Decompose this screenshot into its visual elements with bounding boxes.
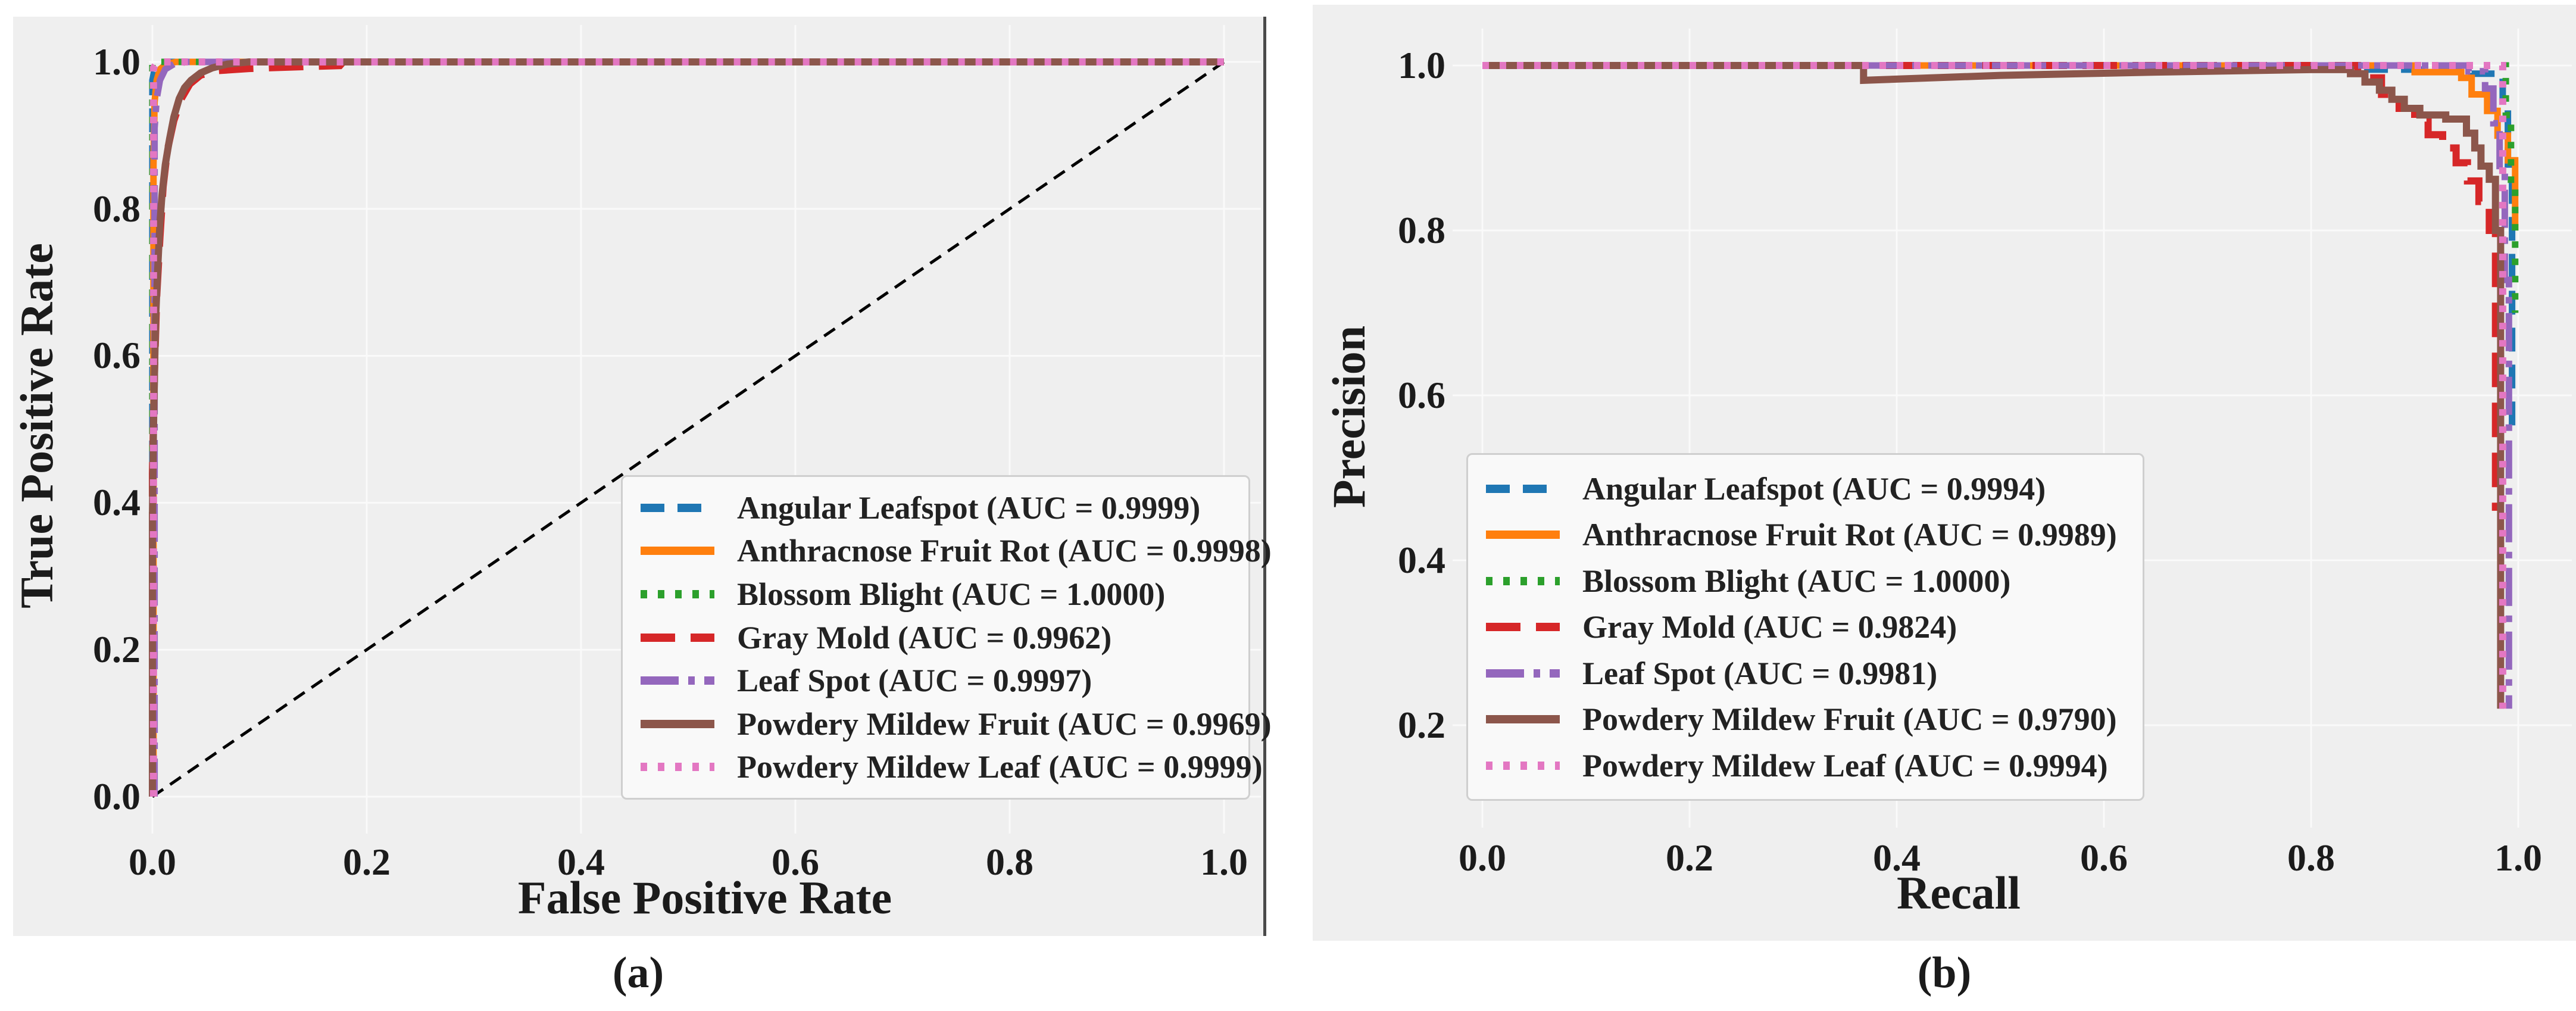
- legend-item: Powdery Mildew Leaf (AUC = 0.9994): [1484, 747, 2127, 784]
- roc-x-tick: 0.6: [772, 841, 819, 883]
- pr-y-axis-title: Precision: [1323, 325, 1375, 508]
- roc-x-tick: 0.2: [343, 841, 391, 883]
- legend-item: Anthracnose Fruit Rot (AUC = 0.9989): [1484, 516, 2127, 553]
- roc-y-tick: 0.4: [93, 481, 140, 523]
- pr-y-tick: 0.6: [1398, 374, 1445, 416]
- pr-x-tick: 0.8: [2287, 837, 2335, 879]
- caption-a: (a): [612, 948, 664, 997]
- legend-label: Angular Leafspot (AUC = 0.9994): [1582, 470, 2046, 507]
- roc-y-tick: 0.2: [93, 628, 140, 670]
- legend-line-sample: [641, 503, 714, 512]
- legend-label: Blossom Blight (AUC = 1.0000): [737, 576, 1166, 612]
- roc-y-tick: 1.0: [93, 40, 140, 83]
- pr-y-tick: 0.8: [1398, 209, 1445, 251]
- legend-item: Leaf Spot (AUC = 0.9981): [1484, 655, 2127, 692]
- legend-line-sample: [641, 676, 714, 685]
- legend-line-sample: [1486, 761, 1560, 770]
- roc-legend: Angular Leafspot (AUC = 0.9999) Anthracn…: [621, 475, 1272, 800]
- pr-y-tick: 0.2: [1398, 704, 1445, 746]
- roc-x-tick: 0.8: [986, 841, 1033, 883]
- roc-x-tick: 0.4: [557, 841, 605, 883]
- legend-label: Anthracnose Fruit Rot (AUC = 0.9989): [1582, 517, 2117, 553]
- legend-label: Leaf Spot (AUC = 0.9981): [1582, 655, 1938, 691]
- roc-y-tick: 0.0: [93, 775, 140, 817]
- legend-line-sample: [641, 719, 714, 728]
- legend-line-sample: [641, 763, 714, 772]
- legend-line-sample: [1486, 715, 1560, 723]
- legend-line-sample: [641, 633, 714, 642]
- legend-line-sample: [1486, 623, 1560, 631]
- legend-line-sample: [1486, 484, 1560, 493]
- legend-label: Powdery Mildew Fruit (AUC = 0.9969): [737, 706, 1272, 742]
- pr-y-tick: 1.0: [1398, 44, 1445, 86]
- legend-line-sample: [641, 589, 714, 598]
- legend-item: Angular Leafspot (AUC = 0.9994): [1484, 470, 2127, 507]
- legend-label: Blossom Blight (AUC = 1.0000): [1582, 563, 2011, 599]
- legend-label: Powdery Mildew Fruit (AUC = 0.9790): [1582, 701, 2117, 737]
- roc-x-axis-title: False Positive Rate: [517, 872, 892, 923]
- pr-legend: Angular Leafspot (AUC = 0.9994) Anthracn…: [1466, 453, 2144, 801]
- roc-y-tick: 0.6: [93, 334, 140, 376]
- legend-label: Gray Mold (AUC = 0.9824): [1582, 609, 1957, 645]
- legend-item: Blossom Blight (AUC = 1.0000): [638, 576, 1233, 613]
- legend-line-sample: [641, 547, 714, 556]
- legend-line-sample: [1486, 576, 1560, 585]
- roc-y-axis-title: True Positive Rate: [11, 243, 63, 609]
- legend-label: Powdery Mildew Leaf (AUC = 0.9999): [737, 749, 1263, 785]
- pr-x-tick: 0.4: [1873, 837, 1921, 879]
- legend-item: Powdery Mildew Fruit (AUC = 0.9969): [638, 706, 1272, 742]
- legend-item: Leaf Spot (AUC = 0.9997): [638, 662, 1233, 699]
- legend-item: Angular Leafspot (AUC = 0.9999): [638, 489, 1233, 526]
- pr-y-tick: 0.4: [1398, 539, 1445, 581]
- legend-label: Powdery Mildew Leaf (AUC = 0.9994): [1582, 747, 2108, 784]
- panel-divider-line: [1263, 17, 1266, 936]
- legend-item: Gray Mold (AUC = 0.9962): [638, 619, 1233, 656]
- pr-x-tick: 0.2: [1666, 837, 1713, 879]
- legend-line-sample: [1486, 531, 1560, 539]
- legend-item: Powdery Mildew Leaf (AUC = 0.9999): [638, 748, 1263, 785]
- legend-label: Angular Leafspot (AUC = 0.9999): [737, 489, 1201, 526]
- roc-x-tick: 1.0: [1200, 841, 1248, 883]
- legend-label: Anthracnose Fruit Rot (AUC = 0.9998): [737, 533, 1272, 569]
- caption-b: (b): [1917, 948, 1972, 997]
- legend-item: Powdery Mildew Fruit (AUC = 0.9790): [1484, 701, 2127, 738]
- legend-item: Blossom Blight (AUC = 1.0000): [1484, 563, 2127, 600]
- pr-x-tick: 1.0: [2494, 837, 2542, 879]
- legend-label: Gray Mold (AUC = 0.9962): [737, 619, 1112, 656]
- legend-item: Anthracnose Fruit Rot (AUC = 0.9998): [638, 532, 1272, 569]
- legend-item: Gray Mold (AUC = 0.9824): [1484, 609, 2127, 645]
- legend-line-sample: [1486, 669, 1560, 678]
- roc-y-tick: 0.8: [93, 188, 140, 230]
- pr-x-tick: 0.6: [2080, 837, 2128, 879]
- pr-x-axis-title: Recall: [1897, 867, 2021, 919]
- legend-label: Leaf Spot (AUC = 0.9997): [737, 663, 1092, 699]
- roc-x-tick: 0.0: [129, 841, 176, 883]
- pr-x-tick: 0.0: [1459, 837, 1506, 879]
